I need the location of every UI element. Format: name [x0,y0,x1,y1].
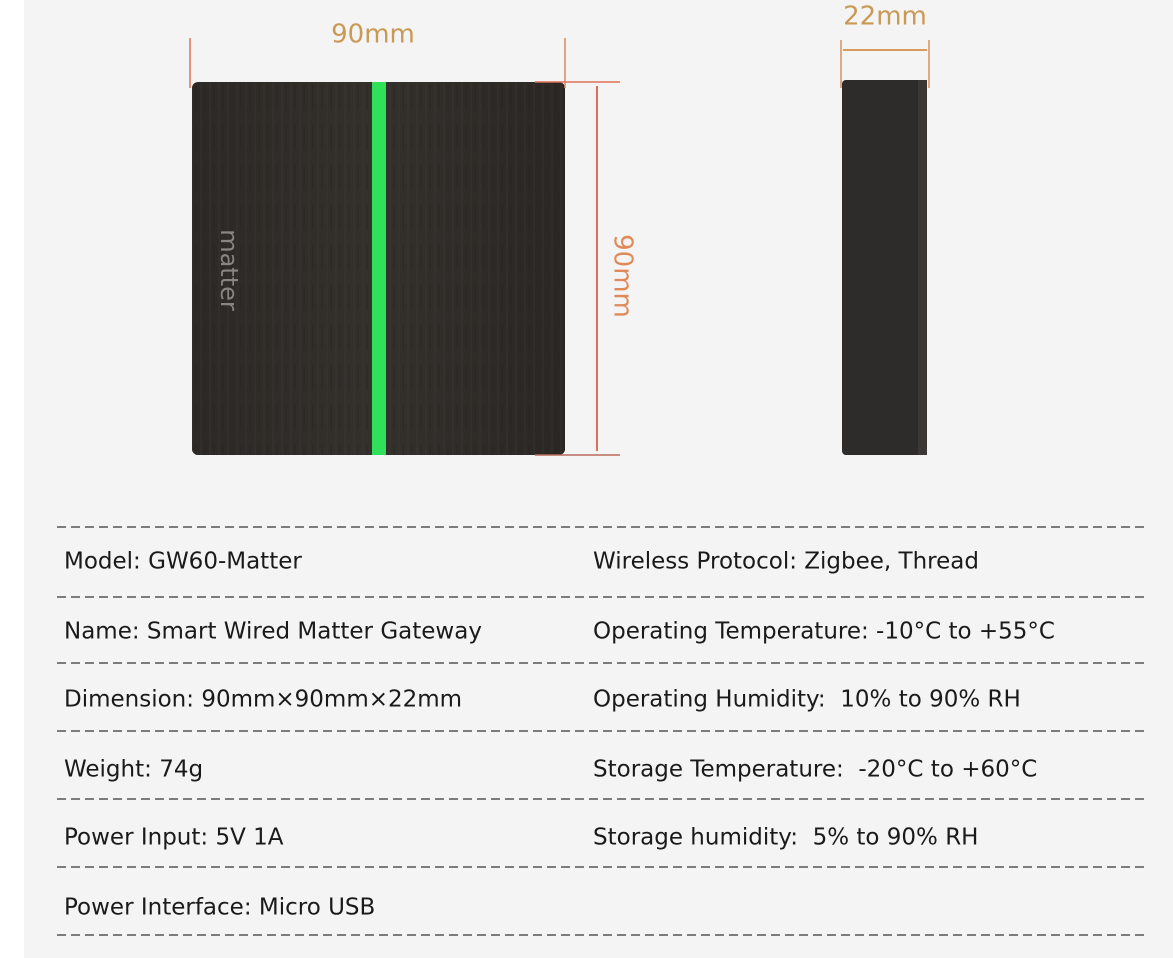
spec-item: Operating Temperature: -10°C to +55°C [593,619,1055,645]
device-logo: matter [215,229,243,311]
spec-item: Storage humidity: 5% to 90% RH [593,825,978,851]
spec-table: Model: GW60-Matter Wireless Protocol: Zig… [57,526,1145,936]
device-side [842,80,927,455]
spec-item: Storage Temperature: -20°C to +60°C [593,757,1037,783]
dimension-label: 90mm [608,234,638,318]
spec-item: Wireless Protocol: Zigbee, Thread [593,549,979,575]
spec-item: Power Interface: Micro USB [64,895,375,921]
spec-item: Dimension: 90mm×90mm×22mm [64,687,462,713]
spec-item: Power Input: 5V 1A [64,825,284,851]
dimension-label: 90mm [331,20,415,50]
led-strip [372,82,386,455]
side-edge [918,80,927,455]
spec-item: Operating Humidity: 10% to 90% RH [593,687,1021,713]
spec-item: Weight: 74g [64,757,203,783]
dimension-label: 22mm [843,2,927,32]
spec-item: Name: Smart Wired Matter Gateway [64,619,482,645]
spec-item: Model: GW60-Matter [64,549,302,575]
